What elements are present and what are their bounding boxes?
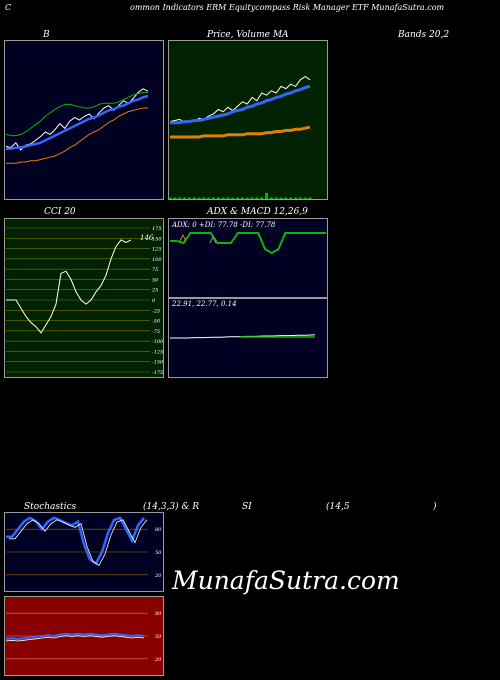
volume-bar [240,197,244,199]
volume-bar [178,197,182,199]
volume-bar [260,197,264,199]
volume-bar [216,197,220,199]
volume-bar [173,197,177,199]
volume-bar [284,197,288,199]
volume-bar [255,197,259,199]
price-ma-blue-line [170,84,311,125]
bb-lower-line [6,107,148,164]
cci-tick-label: -175 [152,370,163,376]
stoch-k-line [6,516,145,566]
chart-header-title: ommon Indicators ERM Equitycompass Risk … [130,3,445,12]
cci-tick-label: 25 [151,288,158,294]
macd-readout: 22.91, 22.77, 0.14 [171,300,237,308]
adx-readout: ADX: 0 +DI: 77.78 -DI: 77.78 [171,221,276,229]
volume-bar [265,193,269,199]
cci-tick-label: -75 [152,329,160,335]
volume-bar [207,197,211,199]
volume-bar [197,197,201,199]
volume-bar [231,197,235,199]
volume-bar [236,197,240,199]
cci-tick-label: 175 [152,226,162,232]
volume-bar [250,197,254,199]
si-label: SI [242,502,252,512]
volume-bar [298,197,302,199]
bb-upper-line [5,91,148,137]
rsi-tick-label: 80 [155,611,162,617]
cci-tick-label: 100 [152,257,162,263]
volume-bar [187,197,191,199]
volume-bar [303,197,307,199]
rsi-signal-line [5,635,145,642]
stoch-label: Stochastics [24,502,77,512]
volume-bar [279,197,283,199]
adx-panel [168,218,328,298]
stoch-tick-label: 50 [155,550,162,556]
price-ma-orange-line [170,125,311,139]
cci-tick-label: -100 [152,339,164,345]
adx-macd-label: ADX & MACD 12,26,9 [207,207,308,217]
adx-line [170,232,326,255]
adx-marker [209,235,217,244]
rsi-tick-label: 20 [154,657,162,663]
close-paren-label: ) [433,502,437,512]
cci-label: CCI 20 [44,207,76,217]
volume-bar [308,197,312,199]
volume-bar [274,197,278,199]
volume-bar [289,197,293,199]
bb-label: B [43,30,50,40]
cci-tick-label: 75 [152,267,158,273]
volume-bar [294,197,298,199]
price-price-line [169,75,311,124]
volume-bar [168,197,172,199]
volume-bar [269,197,273,199]
bb-middle-line [6,94,149,151]
cci-tick-label: -50 [152,319,161,325]
volume-bar [226,197,230,199]
cci-line [6,239,132,334]
header-c: C [5,3,12,12]
adx-marker [179,233,187,242]
stoch-params-label: (14,3,3) & R [143,502,200,512]
rsi-line [5,632,145,641]
cci-tick-label: -25 [152,308,160,314]
rsi-tick-label: 50 [155,634,162,640]
volume-bar [182,197,186,199]
stoch-tick-label: 80 [155,527,162,533]
stoch-tick-label: 20 [154,573,162,579]
cci-tick-label: 150 [152,236,162,242]
volume-bar [245,197,249,199]
stoch-d-line [9,519,148,566]
cci-tick-label: 50 [152,277,159,283]
volume-bar [211,197,215,199]
watermark: MunafaSutra.com [172,566,400,595]
bands-label: Bands 20,2 [398,30,450,40]
volume-bar [202,197,206,199]
cci-value-label: 146 [140,234,154,242]
cci-tick-label: -150 [152,360,164,366]
cci-tick-label: 125 [152,247,162,253]
volume-bar [221,197,225,199]
volume-bar [192,197,196,199]
rsi-params-label: (14,5 [326,502,350,512]
cci-tick-label: 0 [152,298,156,304]
price-ma-label: Price, Volume MA [207,30,289,40]
cci-tick-label: -125 [152,349,163,355]
